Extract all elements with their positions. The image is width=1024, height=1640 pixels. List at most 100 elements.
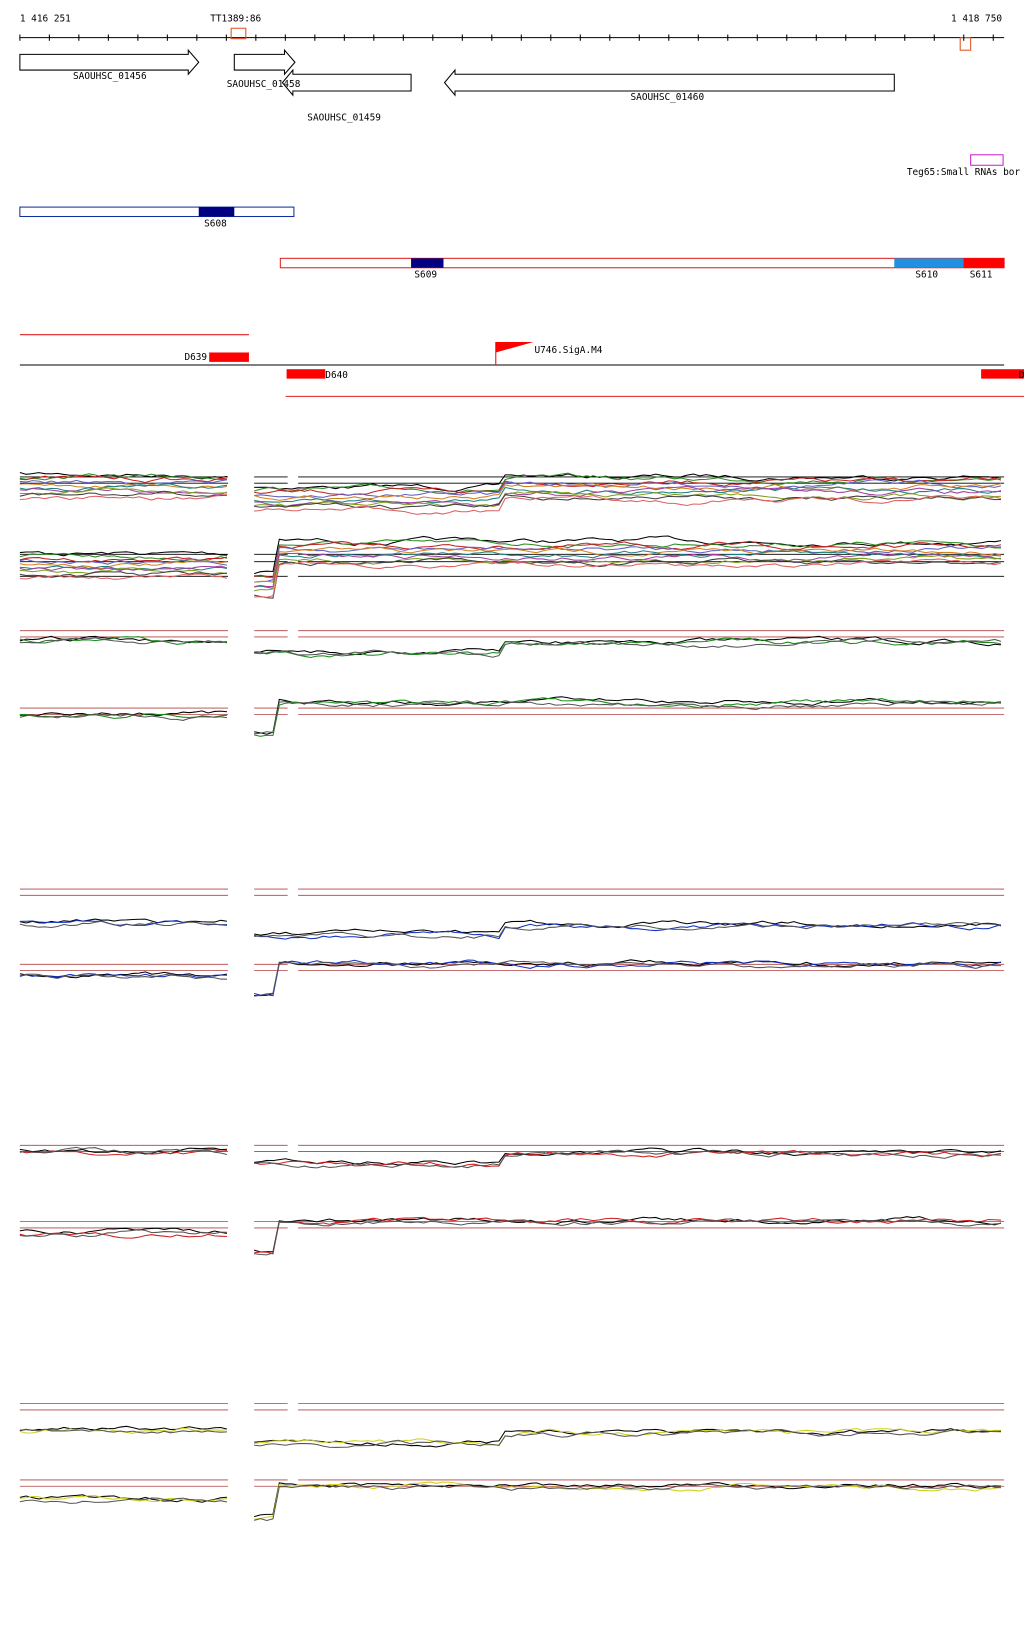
segment bbox=[19, 206, 295, 218]
feature-box bbox=[286, 369, 326, 379]
expression-tracks bbox=[19, 472, 1005, 1521]
ruler-marker: TT1389:86 bbox=[210, 13, 261, 24]
trace bbox=[254, 558, 1002, 598]
trace bbox=[19, 551, 228, 557]
gene-label: SAOUHSC_01459 bbox=[307, 113, 381, 124]
trace bbox=[19, 713, 228, 719]
trace bbox=[254, 1149, 1002, 1168]
trace bbox=[254, 540, 1002, 578]
genes bbox=[19, 48, 895, 97]
trace bbox=[254, 1216, 1002, 1255]
trace bbox=[19, 1425, 228, 1432]
trace bbox=[254, 700, 1002, 735]
gene-arrow bbox=[443, 68, 895, 97]
trace bbox=[19, 567, 228, 575]
trace bbox=[254, 494, 1002, 510]
trace bbox=[254, 482, 1002, 501]
trace bbox=[254, 1149, 1002, 1169]
segment bbox=[963, 258, 1005, 268]
trace bbox=[19, 1146, 228, 1155]
trace bbox=[254, 919, 1002, 936]
ruler: 1 416 251 TT1389:86 1 418 750 bbox=[19, 13, 1005, 51]
trace bbox=[254, 546, 1002, 583]
trace bbox=[254, 1427, 1001, 1446]
trace bbox=[19, 474, 228, 484]
feature-label: D639 bbox=[184, 352, 207, 363]
trace bbox=[19, 1497, 228, 1504]
segment-label: S610 bbox=[915, 270, 938, 281]
trace bbox=[19, 570, 228, 578]
trace bbox=[254, 555, 1002, 592]
trace bbox=[19, 483, 228, 492]
trace bbox=[19, 1428, 228, 1434]
segment-label: S608 bbox=[204, 218, 227, 229]
trace bbox=[254, 1428, 1002, 1448]
trace bbox=[19, 713, 228, 721]
feature-box bbox=[981, 369, 1024, 379]
marker-box bbox=[230, 27, 247, 40]
trace bbox=[19, 565, 228, 571]
gene-arrow bbox=[19, 48, 200, 76]
trace bbox=[19, 1495, 228, 1503]
trace bbox=[254, 1429, 1001, 1448]
trace bbox=[254, 552, 1002, 588]
segment-label: S609 bbox=[414, 270, 437, 281]
trace bbox=[254, 495, 1002, 515]
segment bbox=[894, 258, 964, 268]
trace bbox=[19, 973, 227, 978]
trace bbox=[254, 635, 1002, 655]
trace bbox=[254, 556, 1002, 599]
trace bbox=[254, 538, 1001, 578]
trace bbox=[19, 573, 228, 580]
trace bbox=[254, 1483, 1002, 1521]
gene-label: SAOUHSC_01456 bbox=[73, 71, 147, 82]
trace bbox=[19, 971, 228, 979]
ruler-end: 1 418 750 bbox=[951, 13, 1002, 24]
trace bbox=[254, 1147, 1002, 1166]
trace bbox=[254, 1481, 1002, 1520]
trace bbox=[254, 959, 1001, 997]
trace bbox=[254, 1482, 1002, 1518]
trace bbox=[19, 479, 228, 487]
marker-box bbox=[959, 37, 972, 51]
trace bbox=[19, 560, 228, 570]
trace bbox=[19, 637, 228, 645]
trace bbox=[254, 959, 1002, 997]
feature-label: U746.SigA.M4 bbox=[534, 345, 602, 356]
feature-box bbox=[209, 352, 249, 362]
trace bbox=[19, 490, 228, 497]
small-rna-label: Teg65:Small RNAs bor bbox=[907, 167, 1021, 178]
trace bbox=[254, 638, 1002, 658]
segment-label: S611 bbox=[970, 270, 993, 281]
gene-arrow bbox=[233, 48, 296, 76]
trace bbox=[254, 1218, 1002, 1256]
trace bbox=[19, 494, 228, 501]
trace bbox=[254, 485, 1002, 508]
trace bbox=[19, 558, 228, 566]
feature-label: D640 bbox=[325, 370, 348, 381]
tss-flag bbox=[495, 342, 534, 353]
segment bbox=[411, 258, 444, 268]
gene-arrow bbox=[281, 68, 412, 97]
small-rna-box bbox=[970, 154, 1004, 166]
trace bbox=[254, 960, 1001, 997]
trace bbox=[19, 710, 228, 717]
feature-label: D bbox=[1019, 370, 1024, 381]
trace bbox=[254, 550, 1002, 590]
trace bbox=[254, 696, 1002, 735]
trace bbox=[254, 472, 1002, 495]
trace bbox=[19, 1228, 227, 1238]
trace bbox=[254, 637, 1002, 658]
trace bbox=[19, 487, 227, 496]
trace bbox=[19, 1232, 228, 1239]
gene-label: SAOUHSC_01458 bbox=[227, 79, 301, 90]
trace bbox=[254, 921, 1002, 939]
gene-label: SAOUHSC_01460 bbox=[631, 92, 705, 103]
trace bbox=[19, 920, 228, 929]
ruler-start: 1 416 251 bbox=[20, 13, 71, 24]
trace bbox=[19, 973, 227, 980]
trace bbox=[254, 476, 1002, 496]
segment bbox=[198, 207, 235, 217]
